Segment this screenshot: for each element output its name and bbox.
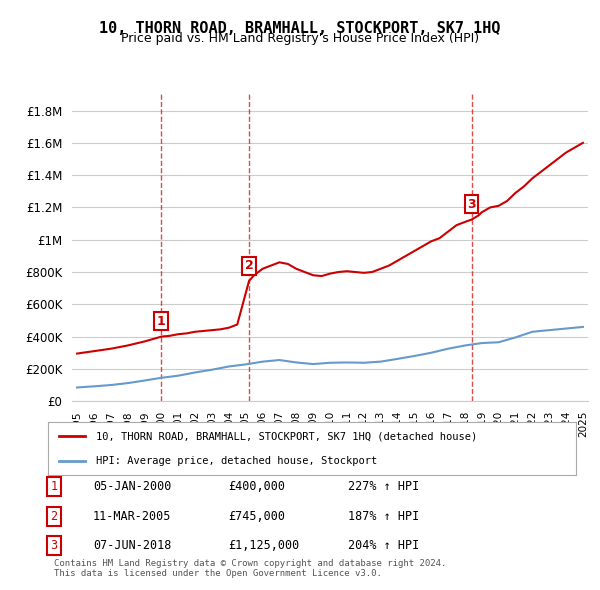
Text: 3: 3 [467,198,476,211]
Text: 227% ↑ HPI: 227% ↑ HPI [348,480,419,493]
Text: 3: 3 [50,539,58,552]
Text: HPI: Average price, detached house, Stockport: HPI: Average price, detached house, Stoc… [95,455,377,466]
Text: £1,125,000: £1,125,000 [228,539,299,552]
Text: 1: 1 [50,480,58,493]
Text: 10, THORN ROAD, BRAMHALL, STOCKPORT, SK7 1HQ: 10, THORN ROAD, BRAMHALL, STOCKPORT, SK7… [99,21,501,35]
Text: 11-MAR-2005: 11-MAR-2005 [93,510,172,523]
Text: 1: 1 [157,314,166,327]
Text: £745,000: £745,000 [228,510,285,523]
Text: 07-JUN-2018: 07-JUN-2018 [93,539,172,552]
Text: 204% ↑ HPI: 204% ↑ HPI [348,539,419,552]
Text: 10, THORN ROAD, BRAMHALL, STOCKPORT, SK7 1HQ (detached house): 10, THORN ROAD, BRAMHALL, STOCKPORT, SK7… [95,431,477,441]
Text: 187% ↑ HPI: 187% ↑ HPI [348,510,419,523]
Text: 2: 2 [245,259,253,272]
Text: Price paid vs. HM Land Registry's House Price Index (HPI): Price paid vs. HM Land Registry's House … [121,32,479,45]
Text: Contains HM Land Registry data © Crown copyright and database right 2024.
This d: Contains HM Land Registry data © Crown c… [54,559,446,578]
Text: 2: 2 [50,510,58,523]
Text: £400,000: £400,000 [228,480,285,493]
Text: 05-JAN-2000: 05-JAN-2000 [93,480,172,493]
